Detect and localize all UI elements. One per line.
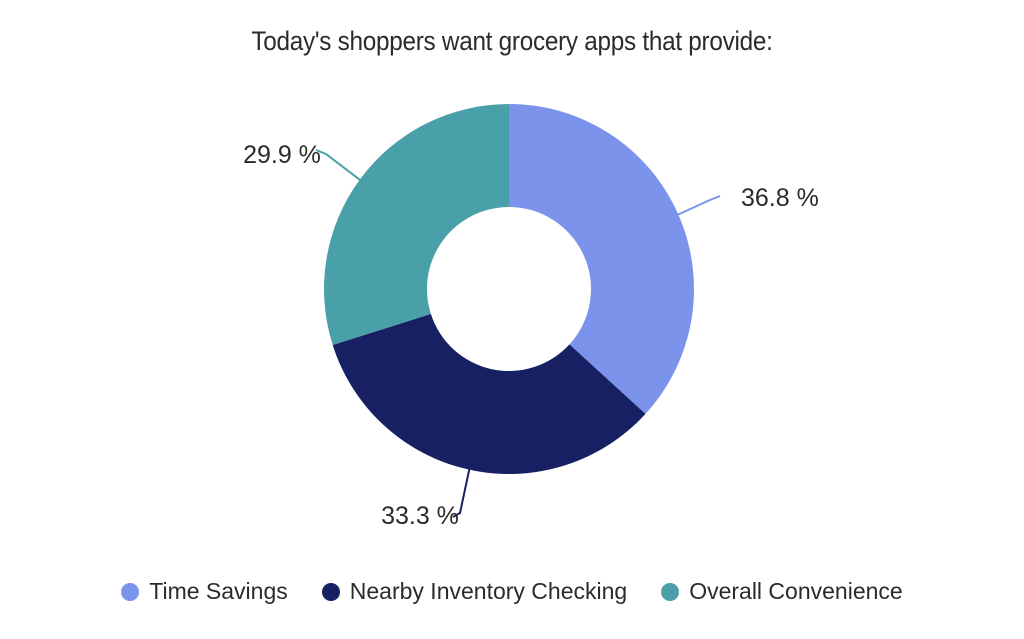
leader-line-time-savings [676, 195, 721, 217]
legend-swatch-overall-convenience [661, 582, 680, 601]
legend: Time Savings Nearby Inventory Checking Ove… [0, 578, 1024, 605]
legend-item-overall-convenience: Overall Convenience [661, 578, 903, 605]
legend-swatch-time-savings [121, 582, 140, 601]
data-label-time-savings: 36.8 % [741, 184, 819, 212]
slice-overall-convenience [323, 104, 509, 346]
data-label-overall-convenience: 29.9 % [243, 141, 321, 169]
data-label-nearby-inventory-checking: 33.3 % [381, 502, 459, 530]
legend-item-nearby-inventory-checking: Nearby Inventory Checking [321, 578, 628, 605]
leader-line-nearby-inventory-checking [452, 467, 471, 518]
legend-label-overall-convenience: Overall Convenience [689, 578, 903, 604]
legend-label-time-savings: Time Savings [149, 578, 288, 604]
legend-label-nearby-inventory-checking: Nearby Inventory Checking [349, 578, 628, 604]
slice-nearby-inventory-checking [332, 313, 646, 475]
legend-item-time-savings: Time Savings [121, 578, 288, 605]
chart-title: Today's shoppers want grocery apps that … [251, 26, 773, 56]
donut-slices [323, 104, 695, 475]
slice-time-savings [509, 104, 695, 414]
legend-swatch-nearby-inventory-checking [321, 582, 340, 601]
data-labels: 36.8 % 33.3 % 29.9 % [243, 141, 819, 530]
leader-lines [315, 149, 721, 518]
leader-line-overall-convenience [315, 149, 362, 182]
